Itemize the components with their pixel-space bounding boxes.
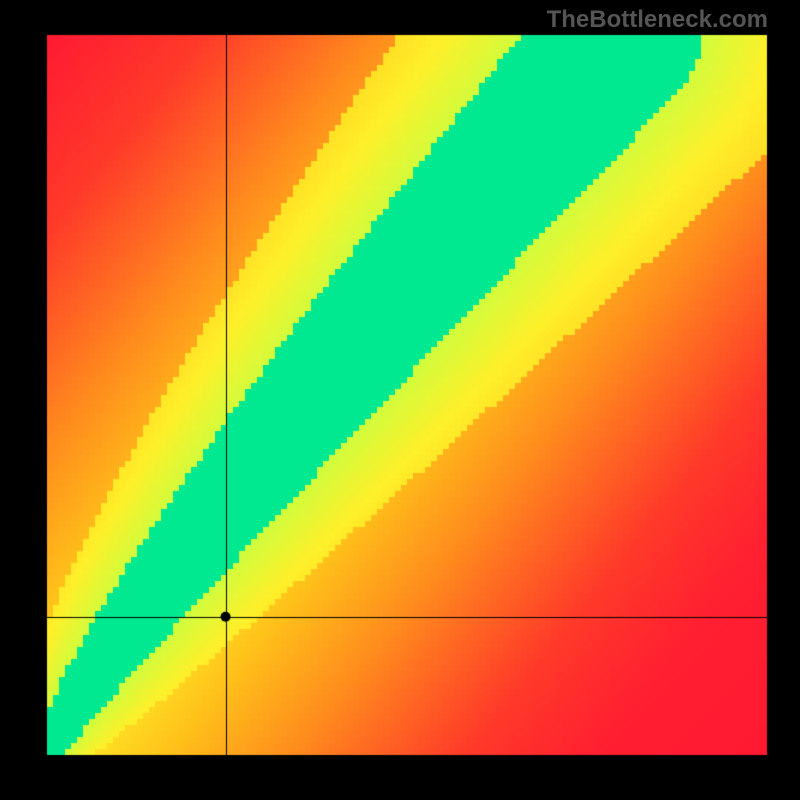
bottleneck-heatmap [0,0,800,800]
chart-container: TheBottleneck.com [0,0,800,800]
watermark-text: TheBottleneck.com [547,6,768,34]
